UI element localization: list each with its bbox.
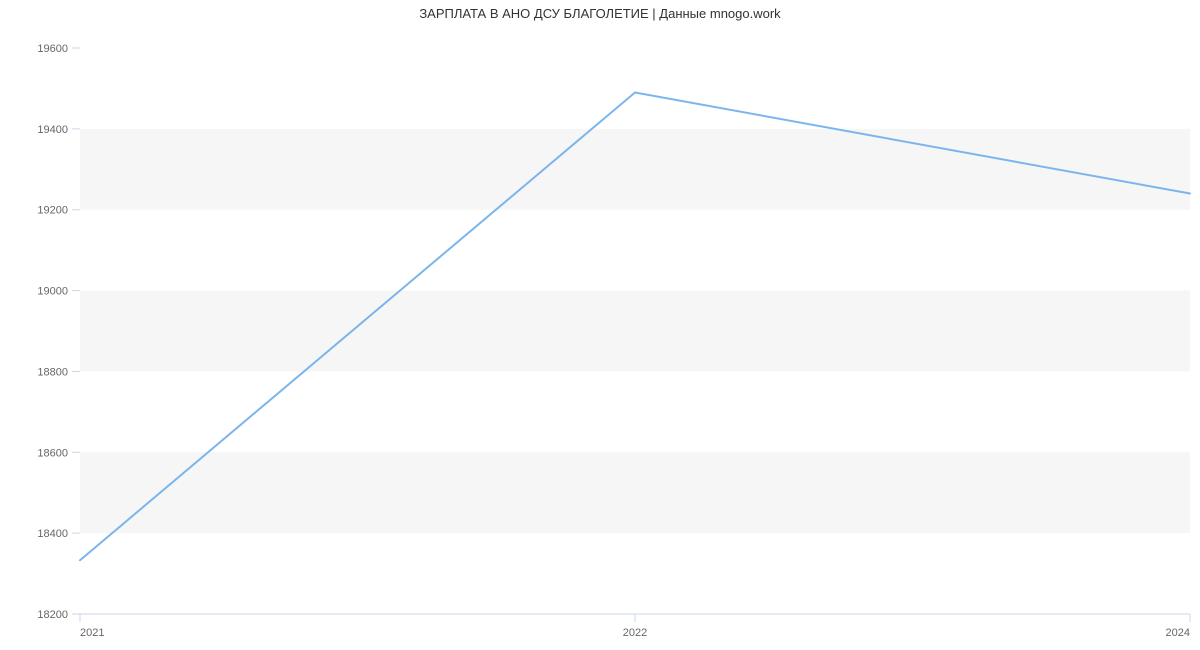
y-tick-label: 19000 (37, 286, 68, 298)
chart-svg: 18200 18400 18600 18800 19000 19200 19400 19600… (0, 0, 1200, 650)
salary-line-chart: ЗАРПЛАТА В АНО ДСУ БЛАГОЛЕТИЕ | Данные m… (0, 0, 1200, 650)
y-tick-label: 19200 (37, 205, 68, 217)
chart-title: ЗАРПЛАТА В АНО ДСУ БЛАГОЛЕТИЕ | Данные m… (0, 6, 1200, 21)
y-tick-label: 18400 (37, 528, 68, 540)
x-tick-label: 2024 (1166, 627, 1190, 639)
x-tick-label: 2021 (80, 627, 104, 639)
y-tick-label: 18800 (37, 366, 68, 378)
y-tick-label: 19400 (37, 124, 68, 136)
y-tick-label: 19600 (37, 43, 68, 55)
y-tick-label: 18600 (37, 447, 68, 459)
y-tick-label: 18200 (37, 609, 68, 621)
x-tick-label: 2022 (623, 627, 647, 639)
